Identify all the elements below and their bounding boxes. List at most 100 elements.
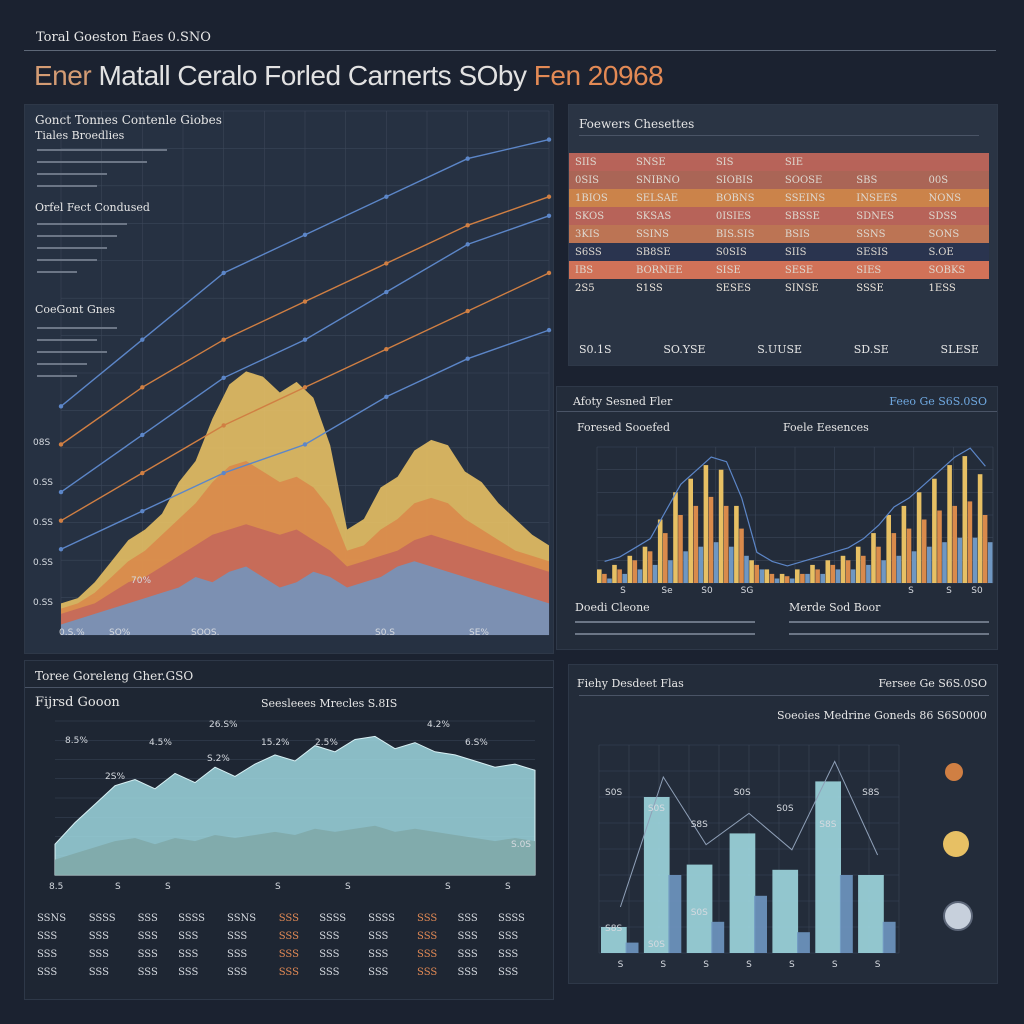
table-title: Foewers Chesettes [579, 117, 695, 131]
bar [825, 560, 831, 583]
bar [901, 505, 907, 583]
x-tick-label: 0.S.% [59, 628, 85, 638]
table-panel: Foewers Chesettes SIIS SNSE SIS SIE 0SIS SNIB… [568, 104, 998, 366]
area2-subtitle: Fijrsd Gooon [35, 695, 120, 710]
table-cell: SSS [457, 948, 478, 960]
line-point [140, 432, 145, 438]
bar [967, 501, 973, 583]
table-cell: SSS [178, 966, 199, 978]
legend-line [37, 173, 107, 175]
bar [789, 578, 795, 583]
area-series [61, 561, 549, 635]
table-cell: SSS [457, 930, 478, 942]
bar [769, 573, 775, 583]
line-point [384, 394, 389, 400]
table-cell: SSS [137, 912, 158, 924]
bar-value-label: S0S [734, 788, 751, 798]
bar [764, 569, 770, 583]
bar [754, 895, 767, 953]
bar [673, 492, 678, 583]
table-cell: 00S [928, 174, 949, 186]
table-cell: SOBKS [928, 264, 966, 276]
x-tick-label: S [275, 882, 281, 892]
area2-title-rule [25, 687, 553, 688]
table-cell: SNIBNO [635, 174, 680, 186]
bar [835, 569, 841, 583]
table-cell: SSS [227, 948, 248, 960]
bar [810, 564, 815, 583]
bar [906, 528, 912, 583]
bars-bottom-right: Merde Sod Boor [789, 601, 881, 614]
legend-line [37, 235, 117, 237]
data-table: SIIS SNSE SIS SIE 0SIS SNIBNO SIOBIS SOOSE SBS 00… [569, 153, 989, 297]
page-title: Ener Matall Ceralo Forled Carnerts SOby … [34, 60, 664, 92]
bar [643, 797, 670, 953]
table-row: 3KIS SSINS BIS.SIS BSIS SSNS SONS [569, 225, 989, 243]
table-cell: IBS [575, 264, 594, 276]
area2-note: Seesleees Mrecles S.8IS [261, 697, 398, 710]
line-point [221, 470, 226, 476]
y-tick-label: 0.SS [33, 478, 53, 488]
legend-line [37, 363, 87, 365]
legend-line [789, 633, 989, 635]
bar [637, 569, 643, 583]
table-cell: 1ESS [928, 282, 956, 294]
bar [607, 578, 612, 583]
table-footer-cell: S0.1S [579, 343, 612, 356]
bar [977, 474, 983, 583]
top-caption: Toral Goeston Eaes 0.SNO [36, 30, 211, 45]
bar [686, 864, 713, 953]
line-point [221, 423, 226, 428]
bar [729, 546, 734, 583]
bar [882, 921, 896, 953]
bar [617, 569, 622, 583]
table-cell: SSS [227, 930, 248, 942]
table-cell: SSNS [856, 228, 886, 240]
bar [866, 564, 871, 583]
bars-right-label: Foele Eesences [783, 421, 869, 434]
line-point [302, 385, 308, 390]
line-point [58, 518, 64, 523]
bar-value-label: S0S [605, 788, 622, 798]
bar [652, 564, 658, 583]
table-cell: SIIS [784, 246, 807, 258]
trend-line [619, 760, 879, 908]
table-cell: SSS [457, 912, 478, 924]
bar [858, 875, 884, 953]
bar [916, 492, 922, 583]
legend-line [575, 621, 755, 623]
bar [800, 573, 805, 583]
table-cell: SSSS [368, 912, 396, 924]
bar [668, 875, 682, 953]
line-point [302, 337, 308, 342]
table-cell: SSS [457, 966, 478, 978]
line-point [221, 270, 226, 276]
table-cell: SELSAE [635, 192, 679, 204]
bar [729, 833, 756, 953]
x-tick-label: 8.5 [49, 882, 63, 892]
table-row: 0SIS SNIBNO SIOBIS SOOSE SBS 00S [569, 171, 989, 189]
table-row: S6SS SB8SE S0SIS SIIS SESIS S.OE [569, 243, 989, 261]
table-cell: SSS [498, 948, 519, 960]
x-tick-label: SOOS. [191, 628, 219, 638]
table-cell: SSS [498, 966, 519, 978]
table-cell: SSS [278, 948, 299, 960]
bar [982, 515, 988, 583]
line-point [140, 337, 145, 342]
bar [797, 932, 810, 953]
table-cell: SSS [417, 930, 438, 942]
bars2-title-right: Fersee Ge S6S.0SO [878, 677, 987, 690]
legend-line [37, 149, 167, 151]
y-tick-label: 0.SS [33, 558, 53, 568]
table-footer-cell: SO.YSE [663, 343, 706, 356]
line-point [302, 232, 308, 238]
table-cell: SIS [715, 156, 734, 168]
bar [871, 533, 876, 583]
table-cell: 0ISIES [715, 210, 752, 222]
bar [962, 456, 968, 583]
bar [678, 515, 683, 583]
bars2-chart: S0S S0S S8S S0S S0S S8S S8S S8S S0S S0S S S S S S S S [598, 744, 900, 970]
x-tick-label: S [832, 960, 838, 970]
bar [784, 576, 790, 583]
table-cell: SSS [278, 930, 299, 942]
